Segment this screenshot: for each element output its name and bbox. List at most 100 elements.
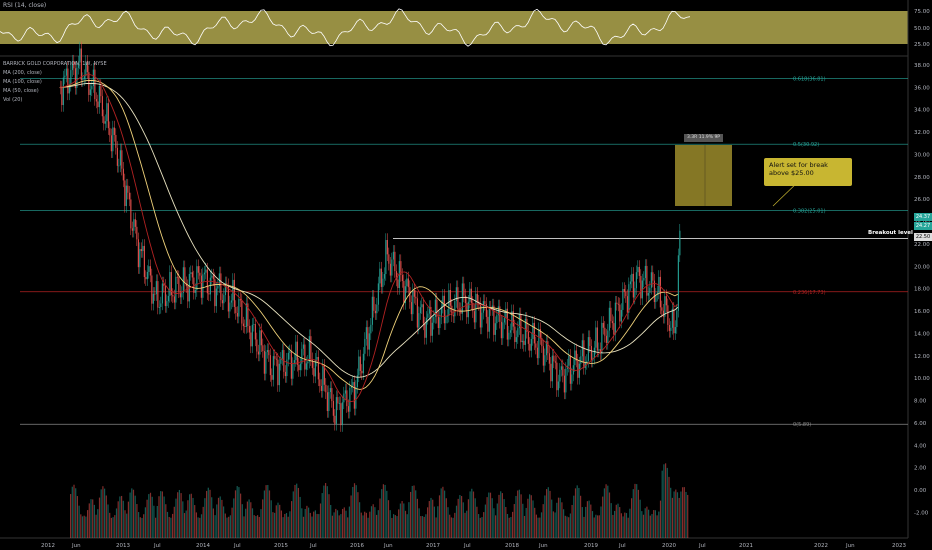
volume-bar: [289, 511, 291, 538]
candle-body: [221, 300, 223, 304]
volume-bar: [93, 504, 95, 538]
candle-body: [176, 276, 178, 278]
candle-body: [160, 303, 162, 308]
volume-bar: [542, 504, 544, 538]
candle-body: [400, 261, 402, 276]
candle-body: [662, 310, 664, 317]
volume-bar: [365, 512, 367, 538]
volume-bar: [636, 484, 638, 538]
volume-bar: [251, 508, 254, 538]
volume-bar: [119, 496, 121, 538]
candle-body: [647, 292, 649, 296]
candle-body: [371, 296, 373, 325]
volume-bar: [530, 495, 532, 538]
candle-body: [257, 351, 259, 355]
time-tick-label: Jun: [71, 543, 81, 549]
candle-body: [223, 295, 225, 304]
candle-body: [622, 288, 624, 310]
candle-body: [274, 356, 276, 359]
volume-bar: [641, 511, 643, 538]
candle-body: [370, 324, 372, 334]
price-tick-label: 30.00: [914, 152, 930, 158]
volume-bar: [319, 503, 322, 538]
volume-bar: [355, 485, 357, 538]
volume-bar: [656, 515, 658, 538]
volume-bar: [576, 485, 578, 538]
candle-body: [65, 68, 67, 76]
candle-body: [629, 281, 631, 285]
time-tick-label: Jul: [463, 543, 471, 549]
volume-bar: [503, 499, 505, 538]
candle-body: [625, 291, 627, 297]
candle-body: [553, 355, 555, 362]
candle-body: [583, 340, 585, 368]
volume-bar: [384, 484, 386, 538]
candle-body: [238, 299, 240, 317]
rsi-band: [0, 11, 908, 44]
candle-body: [386, 239, 388, 255]
volume-bar: [447, 507, 449, 538]
candle-body: [352, 382, 354, 386]
volume-bar: [236, 486, 238, 538]
volume-bar: [495, 515, 497, 538]
candle-body: [122, 168, 124, 181]
volume-bar: [590, 504, 592, 538]
volume-bar: [515, 495, 517, 538]
volume-bar: [435, 517, 437, 538]
candle-body: [106, 103, 108, 122]
volume-bar: [221, 499, 223, 538]
volume-bar: [401, 501, 403, 538]
volume-bar: [245, 508, 247, 538]
volume-bar: [597, 515, 599, 538]
candle-body: [143, 245, 145, 278]
candle-body: [173, 296, 175, 303]
fib-label: 0.5(30.92): [793, 142, 819, 148]
fib-label: 0.618(36.81): [793, 76, 826, 82]
volume-bar: [326, 486, 328, 538]
candle-body: [389, 263, 391, 276]
volume-bar: [75, 488, 77, 538]
candle-body: [112, 127, 114, 152]
time-tick-label: 2012: [41, 543, 55, 549]
volume-bar: [313, 511, 315, 538]
price-tick-label: 2.00: [914, 466, 927, 472]
candle-body: [61, 87, 63, 106]
candle-body: [472, 302, 474, 312]
volume-bar: [359, 502, 361, 538]
volume-bar: [246, 501, 248, 538]
volume-bar: [648, 509, 650, 538]
volume-bar: [302, 516, 305, 538]
candle-body: [229, 302, 231, 312]
candle-body: [677, 255, 679, 311]
candle-body: [247, 303, 249, 327]
candle-body: [74, 68, 76, 88]
candle-body: [152, 293, 154, 304]
volume-bar: [372, 504, 374, 538]
candle-body: [266, 350, 268, 352]
candle-body: [256, 339, 258, 352]
volume-bar: [569, 513, 571, 538]
volume-bar: [153, 505, 155, 538]
candle-body: [355, 386, 357, 409]
candle-body: [182, 267, 184, 294]
volume-bar: [364, 511, 366, 538]
candle-body: [464, 295, 466, 304]
candle-body: [568, 355, 570, 366]
candle-body: [418, 313, 420, 328]
candle-body: [362, 353, 364, 374]
price-tick-label: 36.00: [914, 85, 930, 91]
price-tick-label: 18.00: [914, 287, 930, 293]
candle-body: [520, 314, 522, 343]
volume-bar: [328, 494, 330, 538]
volume-bar: [529, 494, 531, 538]
volume-bar: [71, 486, 73, 538]
candle-body: [197, 266, 199, 273]
volume-bar: [438, 495, 441, 538]
volume-bar: [360, 512, 362, 538]
candle-body: [244, 326, 246, 327]
volume-bar: [631, 498, 633, 538]
volume-bar: [425, 514, 427, 538]
volume-bar: [285, 512, 288, 538]
volume-bar: [413, 485, 415, 538]
